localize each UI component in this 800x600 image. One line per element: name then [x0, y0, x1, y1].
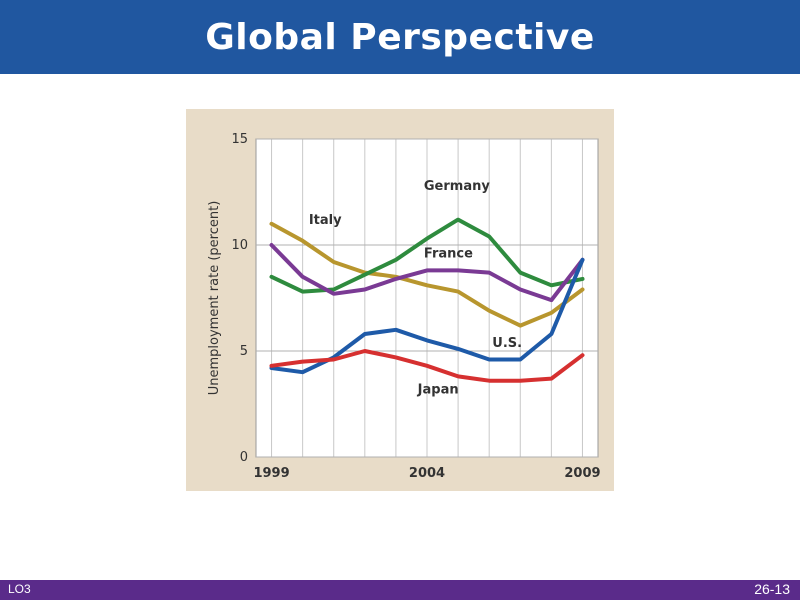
- series-label-japan: Japan: [417, 382, 459, 397]
- slide-title: Global Perspective: [205, 16, 595, 58]
- chart-panel: 0 5 10 15 1999 2004 2009 Unemployment rate (per…: [186, 109, 614, 491]
- series-line-japan: [269, 349, 585, 383]
- series-line-us: [269, 257, 585, 375]
- slide-footer: LO3 26-13: [0, 580, 800, 600]
- series-label-germany: Germany: [424, 179, 490, 194]
- slide-number: 26-13: [754, 581, 790, 597]
- y-tick-label: 0: [240, 450, 248, 465]
- x-tick-label: 2004: [409, 466, 445, 481]
- series-line-italy: [269, 221, 585, 328]
- series-label-us: U.S.: [492, 336, 522, 351]
- y-tick-label: 5: [240, 344, 248, 359]
- line-chart: 0 5 10 15 1999 2004 2009 Unemployment rate (per…: [207, 132, 601, 481]
- slide-header: Global Perspective: [0, 0, 800, 74]
- y-tick-label: 10: [231, 238, 248, 253]
- x-tick-label: 2009: [564, 466, 600, 481]
- series-label-italy: Italy: [309, 213, 342, 228]
- y-axis-label: Unemployment rate (percent): [207, 201, 222, 396]
- series-label-france: France: [424, 247, 473, 262]
- x-tick-label: 1999: [253, 466, 289, 481]
- y-tick-label: 15: [231, 132, 248, 147]
- learning-objective-label: LO3: [8, 582, 31, 596]
- series-line-france: [269, 243, 585, 303]
